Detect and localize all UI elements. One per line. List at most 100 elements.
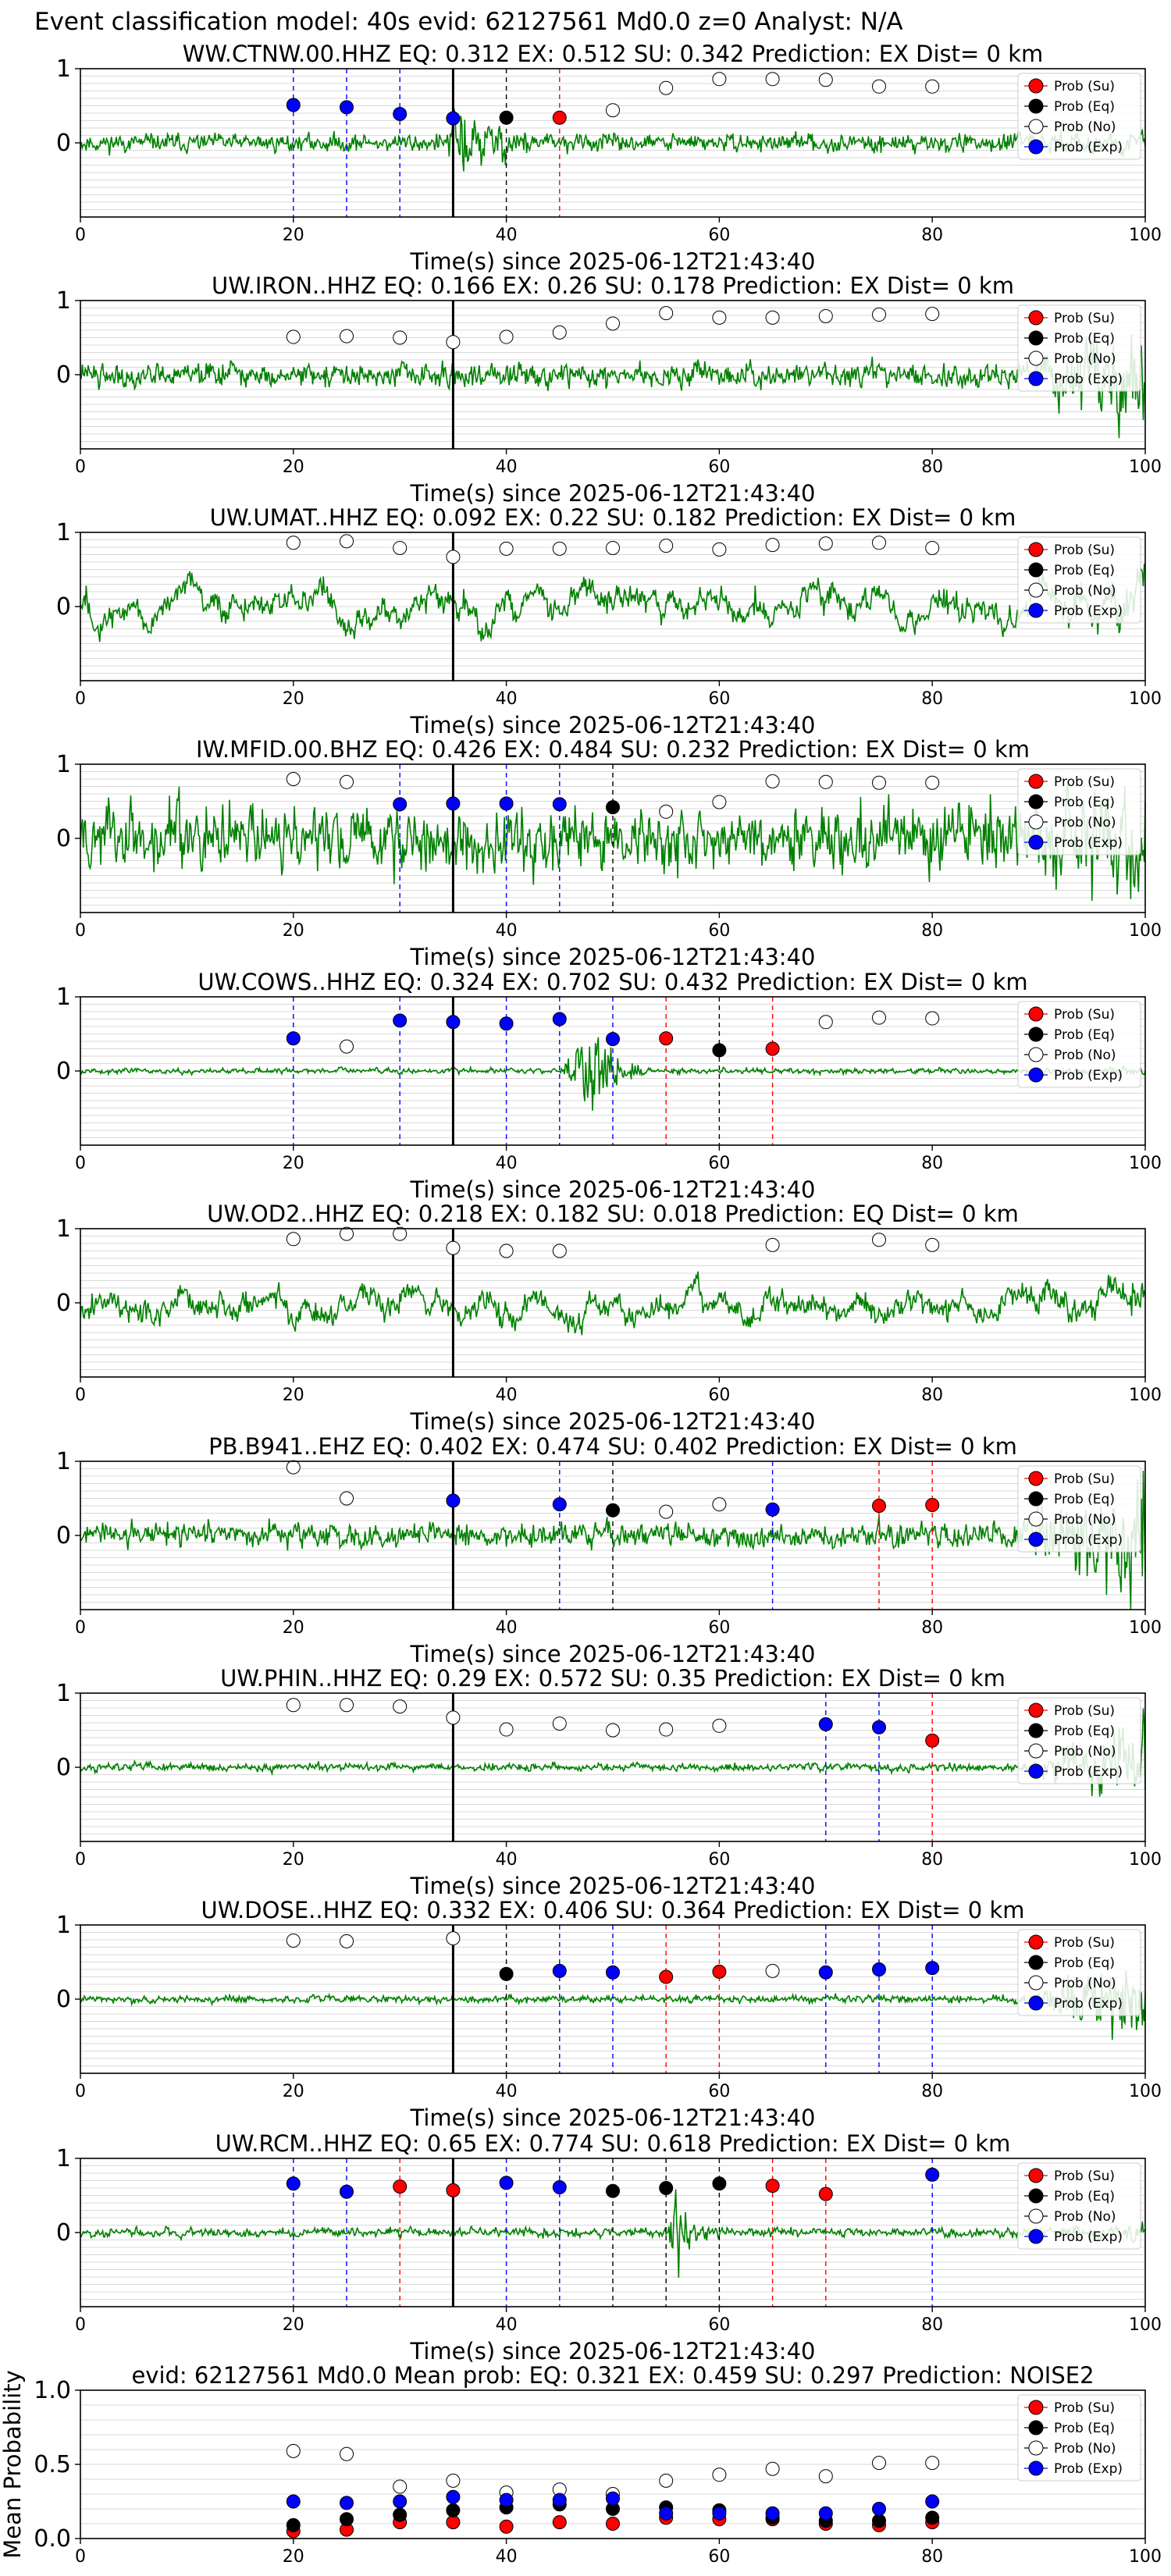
x-tick-label: 40 <box>496 689 518 709</box>
legend-label-no: Prob (No) <box>1054 351 1116 367</box>
x-tick-label: 40 <box>496 1154 518 1173</box>
x-tick-label: 40 <box>496 1386 518 1405</box>
prob-point-su <box>659 1969 674 1984</box>
y-tick-label: 1 <box>56 751 71 778</box>
y-tick-label: 1.0 <box>34 2377 71 2404</box>
x-tick-label: 100 <box>1129 2082 1162 2101</box>
panel-6: UW.OD2..HHZ EQ: 0.218 EX: 0.182 SU: 0.01… <box>56 1201 1162 1435</box>
prob-point-no <box>818 774 833 789</box>
prob-point-no <box>712 795 727 809</box>
mean-point-su <box>552 2515 567 2530</box>
prob-point-no <box>340 1491 354 1506</box>
prob-point-no <box>606 103 620 118</box>
mean-point-eq <box>872 2514 886 2528</box>
x-tick-label: 20 <box>283 226 304 245</box>
prob-point-eq <box>712 1043 727 1058</box>
waveform-trace <box>80 1969 1146 2041</box>
prob-point-no <box>552 1716 567 1731</box>
x-tick-label: 20 <box>283 2547 304 2567</box>
x-tick-label: 20 <box>283 1154 304 1173</box>
panel-title: evid: 62127561 Md0.0 Mean prob: EQ: 0.32… <box>131 2362 1094 2389</box>
panel-title: PB.B941..EHZ EQ: 0.402 EX: 0.474 SU: 0.4… <box>208 1433 1017 1460</box>
legend-marker-su <box>1028 1471 1044 1486</box>
waveform-trace <box>80 108 1146 172</box>
prob-point-su <box>765 1041 780 1056</box>
x-tick-label: 20 <box>283 2315 304 2335</box>
panel-4: IW.MFID.00.BHZ EQ: 0.426 EX: 0.484 SU: 0… <box>56 736 1162 970</box>
x-axis-label: Time(s) since 2025-06-12T21:43:40 <box>410 480 816 507</box>
prob-point-no <box>340 534 354 549</box>
x-axis-label: Time(s) since 2025-06-12T21:43:40 <box>410 2338 816 2364</box>
legend-marker-eq <box>1028 1955 1044 1970</box>
prob-point-no <box>340 329 354 343</box>
prob-point-no <box>393 330 408 345</box>
legend-label-eq: Prob (Eq) <box>1054 331 1115 347</box>
mean-point-su <box>499 2519 514 2534</box>
legend-marker-eq <box>1028 1491 1044 1507</box>
prob-point-exp <box>446 111 461 126</box>
prob-point-su <box>872 1499 886 1513</box>
prob-point-no <box>393 1226 408 1241</box>
legend: Prob (Su) Prob (Eq) Prob (No) Prob (Exp) <box>1017 1929 1141 2016</box>
x-axis-label: Time(s) since 2025-06-12T21:43:40 <box>410 1873 816 1899</box>
legend-label-su: Prob (Su) <box>1054 311 1115 326</box>
x-tick-label: 20 <box>283 1618 304 1638</box>
prob-point-no <box>552 325 567 340</box>
prob-point-no <box>925 307 940 322</box>
x-tick-label: 0 <box>75 689 86 709</box>
legend-frame <box>1017 1465 1141 1553</box>
legend-marker-eq <box>1028 1723 1044 1738</box>
y-tick-label: 0 <box>56 825 71 852</box>
legend-label-eq: Prob (Eq) <box>1054 1027 1115 1043</box>
prob-point-no <box>872 775 886 790</box>
prob-point-su <box>712 1964 727 1979</box>
legend-label-exp: Prob (Exp) <box>1054 1532 1123 1548</box>
legend-frame <box>1017 1001 1141 1088</box>
prob-point-no <box>659 306 674 321</box>
prob-point-exp <box>446 1015 461 1030</box>
x-tick-label: 100 <box>1129 2547 1162 2567</box>
x-tick-label: 60 <box>708 689 730 709</box>
legend-marker-no <box>1028 2208 1044 2224</box>
legend-marker-exp <box>1028 2229 1044 2244</box>
panel-title: UW.IRON..HHZ EQ: 0.166 EX: 0.26 SU: 0.17… <box>212 272 1014 299</box>
prob-point-no <box>818 1015 833 1030</box>
legend-label-su: Prob (Su) <box>1054 1703 1115 1719</box>
mean-point-exp <box>393 2494 408 2509</box>
y-tick-label: 1 <box>56 1215 71 1243</box>
prob-point-no <box>765 774 780 788</box>
x-tick-label: 80 <box>921 1850 943 1870</box>
prob-point-no <box>446 550 461 564</box>
y-tick-label: 1 <box>56 55 71 83</box>
mean-point-no <box>340 2446 354 2461</box>
prob-point-no <box>712 542 727 557</box>
prob-point-no <box>499 1722 514 1737</box>
legend-label-no: Prob (No) <box>1054 583 1116 599</box>
x-tick-label: 20 <box>283 2082 304 2101</box>
x-axis-label: Time(s) since 2025-06-12T21:43:40 <box>410 2105 816 2131</box>
mean-point-exp <box>340 2496 354 2510</box>
panel-title: UW.PHIN..HHZ EQ: 0.29 EX: 0.572 SU: 0.35… <box>220 1665 1005 1692</box>
legend-marker-no <box>1028 2440 1044 2456</box>
mean-point-exp <box>552 2492 567 2507</box>
legend-marker-no <box>1028 582 1044 598</box>
mean-point-eq <box>340 2512 354 2527</box>
mean-point-no <box>818 2469 833 2484</box>
x-tick-label: 80 <box>921 2082 943 2101</box>
mean-point-exp <box>765 2506 780 2521</box>
mean-point-exp <box>659 2506 674 2521</box>
prob-point-no <box>606 540 620 555</box>
legend-frame <box>1017 1697 1141 1784</box>
legend: Prob (Su) Prob (Eq) Prob (No) Prob (Exp) <box>1017 1001 1141 1088</box>
prob-point-eq <box>606 800 620 815</box>
prob-point-eq <box>659 2181 674 2195</box>
mean-point-su <box>606 2517 620 2531</box>
prob-point-no <box>286 1698 301 1713</box>
prob-point-exp <box>499 796 514 811</box>
prob-point-exp <box>393 797 408 812</box>
x-tick-label: 100 <box>1129 921 1162 941</box>
mean-point-exp <box>286 2494 301 2509</box>
legend-label-no: Prob (No) <box>1054 2441 1116 2457</box>
prob-point-no <box>340 774 354 789</box>
